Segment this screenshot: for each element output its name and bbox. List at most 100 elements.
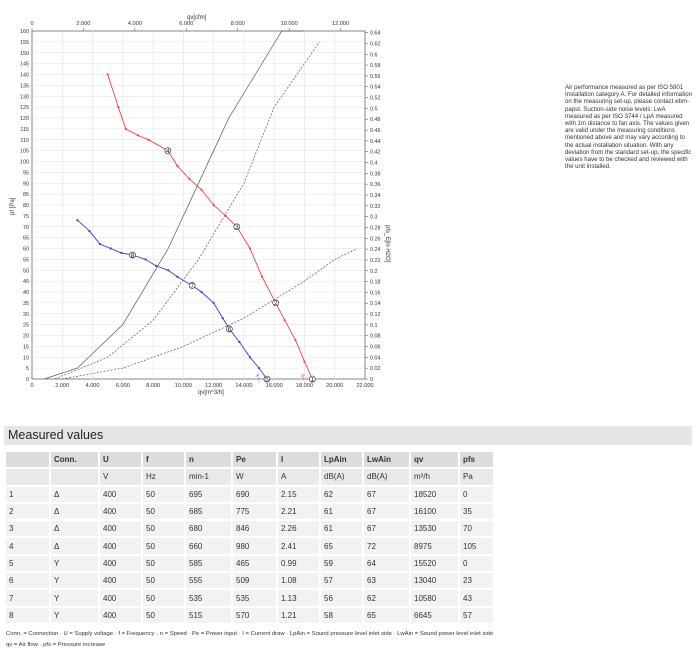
table-cell: V — [99, 468, 143, 487]
table-cell: 58 — [320, 606, 364, 625]
table-cell: 50 — [142, 554, 186, 574]
table-cell: 0.99 — [277, 554, 321, 574]
y-tick-label-left: 140 — [20, 73, 29, 79]
table-cell: 400 — [99, 589, 143, 608]
y-tick-label-left: 85 — [23, 192, 29, 198]
table-cell: Hz — [142, 468, 186, 487]
table-cell: 570 — [232, 606, 278, 625]
y-tick-label-left: 130 — [20, 94, 29, 100]
y-tick-label-right: 0.2 — [370, 269, 378, 275]
table-cell: dB(A) — [363, 468, 411, 487]
table-cell: 400 — [99, 537, 143, 556]
data-point — [188, 177, 191, 180]
x-tick-label-bottom: 14.000 — [235, 383, 252, 389]
table-cell: 1 — [6, 485, 51, 504]
table-cell: 50 — [142, 520, 186, 539]
data-point — [294, 338, 297, 341]
operating-point-marker — [226, 325, 233, 333]
table-cell: 57 — [320, 572, 364, 591]
y-tick-label-left: 35 — [23, 301, 29, 307]
curve-end-label: 4-... — [299, 373, 309, 385]
data-point — [147, 138, 150, 141]
x-tick-label-bottom: 6.000 — [116, 383, 130, 389]
system-curve — [43, 30, 305, 380]
section-header-bar — [4, 426, 692, 445]
table-cell: 680 — [185, 520, 233, 539]
table-cell — [6, 452, 51, 470]
y-tick-label-right: 0.38 — [370, 171, 381, 177]
y-tick-label-right: 0.18 — [370, 280, 381, 286]
data-point — [238, 340, 241, 344]
y-tick-label-left: 145 — [20, 62, 29, 68]
y-tick-label-left: 10 — [23, 355, 29, 361]
table-cell: 509 — [232, 572, 278, 591]
table-cell: 7 — [6, 589, 51, 608]
y-tick-label-right: 0.24 — [370, 247, 381, 253]
y-tick-label-left: 125 — [20, 105, 29, 111]
table-cell: Y — [50, 572, 100, 591]
legend-line-1: Conn. = Connection · U = Supply voltage … — [6, 631, 494, 637]
table-cell: min-1 — [185, 468, 233, 487]
table-cell: pfs — [459, 452, 495, 470]
table-row: 5 Y 400 50 585 465 0.99 59 64 15520 0 — [6, 554, 495, 574]
y-tick-label-left: 15 — [23, 344, 29, 350]
y-tick-label-left: 105 — [20, 149, 29, 155]
table-cell: 62 — [363, 589, 411, 608]
operating-point-marker — [164, 147, 172, 154]
table-cell: 16100 — [410, 502, 460, 522]
y-tick-label-right: 0.06 — [370, 345, 381, 351]
table-cell: 63 — [363, 572, 411, 591]
table-cell: 8 — [6, 606, 51, 625]
y-tick-label-left: 115 — [20, 127, 29, 133]
table-cell: 72 — [363, 537, 411, 556]
operating-point-label: 8 — [131, 252, 135, 259]
y-tick-label-left: 95 — [23, 170, 29, 176]
measurement-note: Air performance measured as per ISO 5801… — [565, 84, 693, 171]
y-tick-label-right: 0.54 — [370, 85, 381, 91]
table-cell: 1.08 — [277, 572, 321, 591]
table-cell: 1.13 — [277, 589, 321, 608]
table-cell: n — [185, 452, 233, 470]
y-tick-label-right: 0.46 — [370, 128, 381, 134]
operating-point-marker — [188, 282, 196, 289]
table-cell: 5 — [6, 554, 51, 574]
operating-point-marker — [233, 223, 241, 231]
table-cell: 67 — [363, 520, 411, 539]
table-cell: 70 — [459, 520, 495, 539]
system-curve — [62, 248, 358, 380]
chart-grid — [31, 30, 366, 380]
table-row: 1 Δ 400 50 695 690 2.15 62 67 18520 0 — [6, 485, 495, 504]
y-tick-label-right: 0.04 — [370, 355, 381, 361]
x-tick-label-bottom: 16.000 — [266, 383, 283, 389]
data-point — [200, 290, 203, 294]
table-cell: 13040 — [410, 572, 460, 591]
operating-point-label: 7 — [190, 283, 194, 290]
table-cell: Pe — [232, 452, 278, 470]
operating-point-marker — [263, 375, 271, 383]
table-cell: 585 — [185, 554, 233, 574]
x-tick-label-bottom: 8.000 — [146, 383, 160, 389]
table-cell: 50 — [142, 485, 186, 504]
table-cell: Conn. — [50, 452, 100, 470]
data-point — [176, 164, 179, 167]
chart-curves: 4-... Y-... — [43, 30, 358, 385]
y-tick-label-right: 0.44 — [370, 139, 381, 145]
data-point — [136, 134, 140, 137]
table-cell: 57 — [459, 606, 495, 625]
x-tick-label-bottom: 18.000 — [296, 383, 313, 389]
data-point — [88, 230, 91, 233]
table-cell: Δ — [50, 520, 100, 539]
y-tick-label-left: 50 — [23, 268, 29, 274]
table-cell: Pa — [459, 468, 495, 487]
data-point — [260, 275, 264, 278]
table-cell — [6, 468, 51, 487]
y-tick-label-right: 0.64 — [370, 31, 381, 37]
table-cell: 59 — [320, 554, 364, 574]
operating-point-label: 6 — [228, 326, 232, 333]
table-cell: 65 — [320, 537, 364, 556]
y-tick-label-right: 0.22 — [370, 258, 381, 264]
table-cell: 6 — [6, 572, 51, 591]
table-cell: 8975 — [410, 537, 460, 556]
y-tick-label-left: 155 — [20, 40, 29, 46]
